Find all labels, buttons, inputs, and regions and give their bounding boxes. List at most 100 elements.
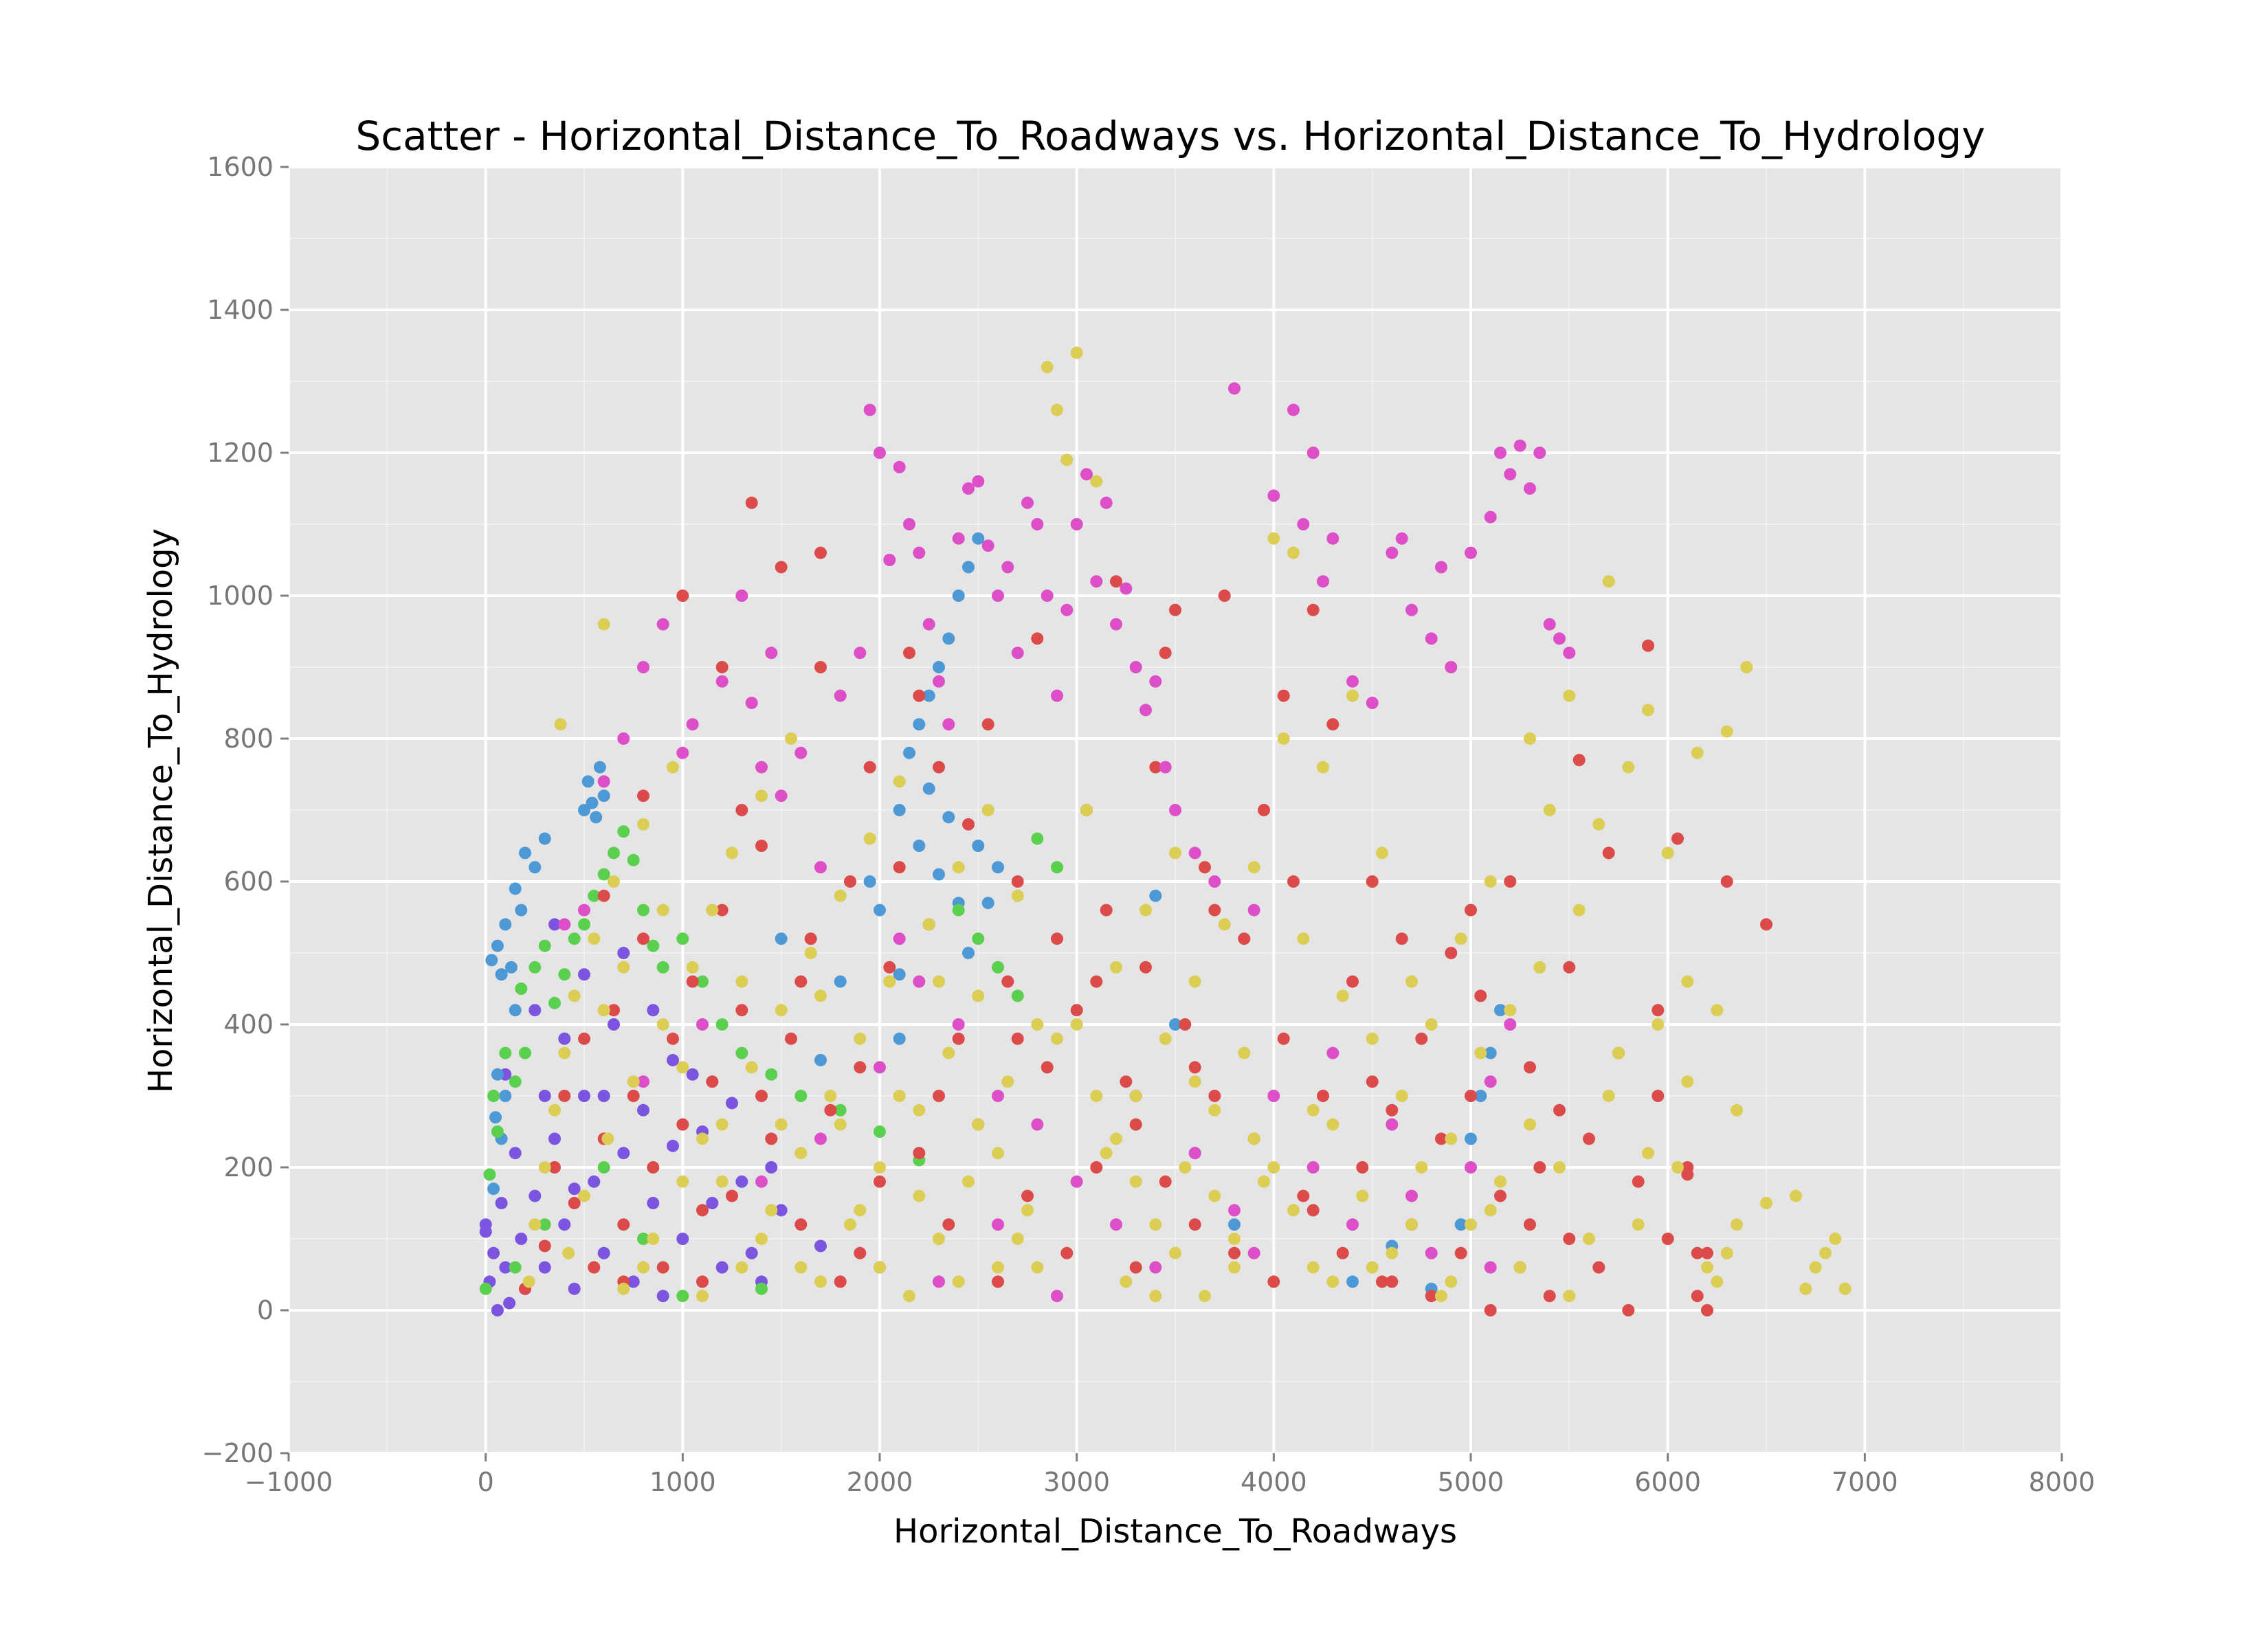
data-point xyxy=(1011,1032,1024,1045)
data-point xyxy=(637,1075,649,1088)
data-point xyxy=(597,618,610,631)
data-point xyxy=(952,1275,965,1288)
data-point xyxy=(617,961,630,974)
x-tick-label: 0 xyxy=(478,1467,494,1497)
data-point xyxy=(1592,1261,1605,1274)
data-point xyxy=(972,532,985,545)
data-point xyxy=(1691,1290,1704,1303)
data-point xyxy=(558,1046,571,1059)
data-point xyxy=(1120,582,1133,595)
data-point xyxy=(1307,1161,1320,1174)
data-point xyxy=(667,1032,679,1045)
data-point xyxy=(854,1204,867,1217)
data-point xyxy=(627,1090,640,1102)
data-point xyxy=(1415,1032,1428,1045)
data-point xyxy=(1267,489,1280,502)
data-point xyxy=(1533,1161,1546,1174)
data-point xyxy=(1681,1075,1694,1088)
data-point xyxy=(863,875,876,888)
data-point xyxy=(942,1046,955,1059)
data-point xyxy=(608,1018,620,1031)
data-point xyxy=(1622,761,1635,774)
data-point xyxy=(647,939,660,952)
data-point xyxy=(844,875,856,888)
data-point xyxy=(1435,1132,1447,1145)
data-point xyxy=(1642,704,1654,717)
data-point xyxy=(1169,1018,1181,1031)
y-tick-label: 1000 xyxy=(207,581,274,611)
data-point xyxy=(1021,496,1034,509)
data-point xyxy=(686,1068,699,1081)
data-point xyxy=(775,789,788,803)
data-point xyxy=(578,1032,590,1045)
data-point xyxy=(992,961,1004,974)
data-point xyxy=(933,1090,945,1102)
data-point xyxy=(874,904,886,917)
data-point xyxy=(578,904,590,917)
data-point xyxy=(992,1261,1004,1274)
data-point xyxy=(1199,1290,1211,1303)
data-point xyxy=(1228,1246,1241,1259)
data-point xyxy=(597,889,610,902)
data-point xyxy=(676,932,689,945)
data-point xyxy=(1041,1061,1054,1074)
data-point xyxy=(578,804,590,816)
data-point xyxy=(1524,1118,1536,1131)
data-point xyxy=(1267,532,1280,545)
data-point xyxy=(1425,1290,1438,1303)
data-point xyxy=(755,1175,768,1188)
data-point xyxy=(1297,1189,1310,1202)
data-point xyxy=(676,1233,689,1245)
data-point xyxy=(637,661,649,673)
data-point xyxy=(1317,575,1329,588)
data-point xyxy=(981,897,994,910)
data-point xyxy=(1484,1261,1497,1274)
data-point xyxy=(586,796,599,809)
data-point xyxy=(1208,875,1221,888)
data-point xyxy=(509,1147,522,1160)
data-point xyxy=(1159,761,1172,774)
data-point xyxy=(1583,1233,1595,1245)
data-point xyxy=(548,1132,561,1145)
data-point xyxy=(1494,1189,1507,1202)
data-point xyxy=(1070,1175,1083,1188)
data-point xyxy=(1287,546,1300,559)
data-point xyxy=(1671,1161,1684,1174)
data-point xyxy=(578,1189,590,1202)
data-point xyxy=(1247,1132,1260,1145)
data-point xyxy=(1524,1061,1536,1074)
x-tick-label: 1000 xyxy=(649,1467,716,1497)
data-point xyxy=(972,989,985,1002)
data-point xyxy=(715,1118,729,1131)
data-point xyxy=(538,1261,551,1274)
data-point xyxy=(706,1197,719,1209)
data-point xyxy=(578,918,590,931)
data-point xyxy=(765,1204,778,1217)
data-point xyxy=(608,875,620,888)
data-point xyxy=(824,1090,837,1102)
data-point xyxy=(676,746,689,759)
data-point xyxy=(922,689,935,702)
data-point xyxy=(913,840,926,852)
data-point xyxy=(1169,846,1181,860)
data-point xyxy=(893,804,906,816)
x-tick-label: 4000 xyxy=(1241,1467,1307,1497)
data-point xyxy=(1720,725,1733,738)
data-point xyxy=(1474,1090,1487,1102)
data-point xyxy=(785,1032,797,1045)
data-point xyxy=(893,932,906,945)
data-point xyxy=(735,1046,748,1059)
data-point xyxy=(1336,1246,1349,1259)
data-point xyxy=(1731,1103,1743,1117)
data-point xyxy=(627,1075,640,1088)
data-point xyxy=(1129,1090,1142,1102)
data-point xyxy=(1445,1132,1458,1145)
y-tick-label: 400 xyxy=(223,1009,274,1040)
data-point xyxy=(726,1189,738,1202)
data-point xyxy=(1513,1261,1526,1274)
data-point xyxy=(834,889,847,902)
data-point xyxy=(1247,1246,1260,1259)
data-point xyxy=(972,1118,985,1131)
data-point xyxy=(1149,675,1162,688)
data-point xyxy=(1681,975,1694,988)
